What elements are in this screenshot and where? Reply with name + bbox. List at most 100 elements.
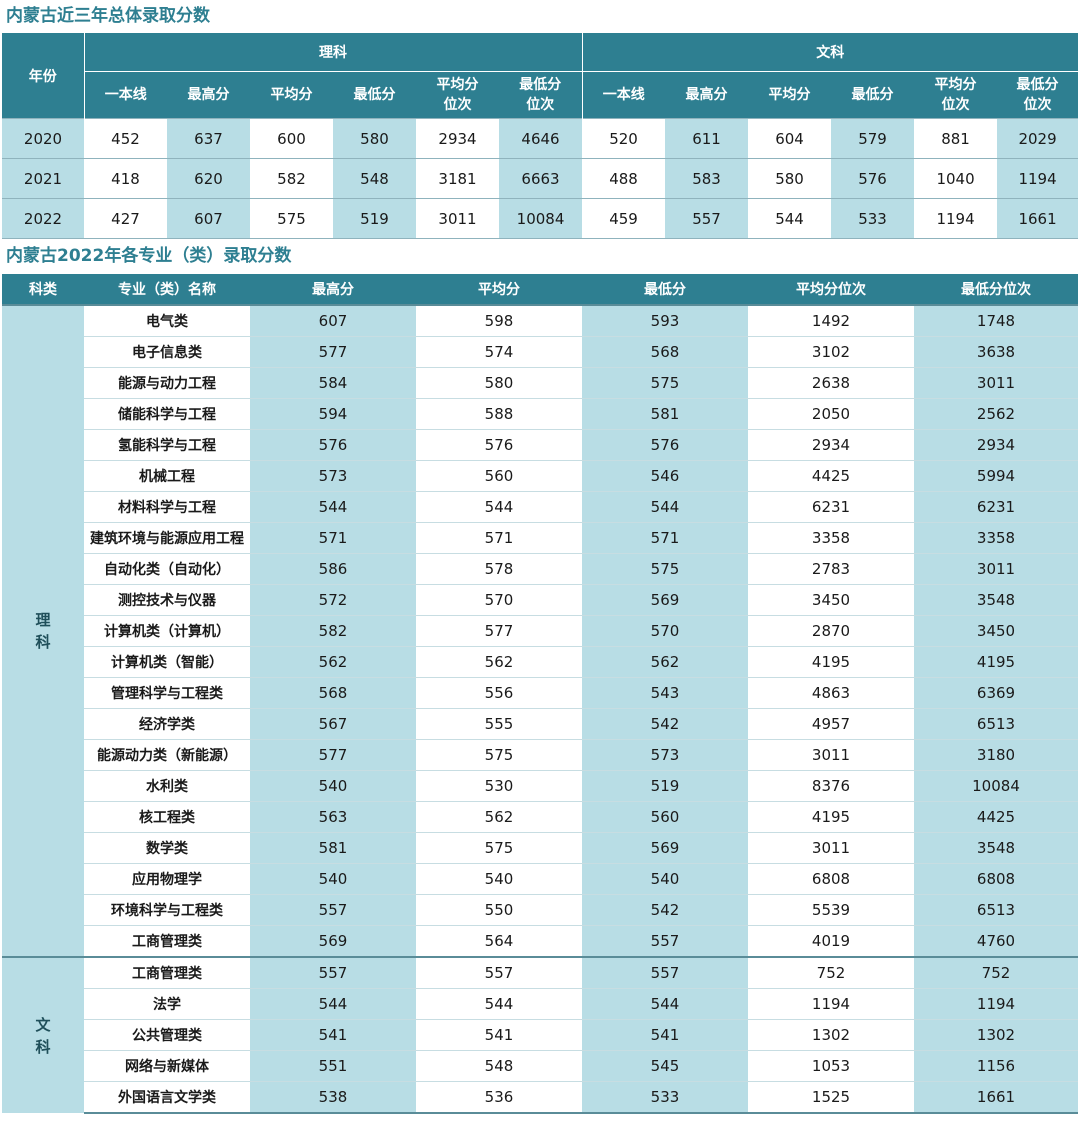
- score-cell: 546: [582, 460, 748, 492]
- major-row: 计算机类（计算机） 582 577 570 2870 3450: [2, 615, 1078, 647]
- science-value-cell: 427: [84, 198, 167, 239]
- score-cell: 1525: [748, 1081, 914, 1114]
- score-cell: 1194: [748, 988, 914, 1020]
- score-cell: 544: [582, 491, 748, 523]
- major-scores-table: 科类 专业（类）名称 最高分 平均分 最低分 平均分位次 最低分位次 理科电气类 607 598…: [2, 274, 1078, 1114]
- score-cell: 1492: [748, 304, 914, 337]
- major-table-header: 最高分: [250, 274, 416, 305]
- score-cell: 582: [250, 615, 416, 647]
- major-name-cell: 经济学类: [84, 708, 250, 740]
- score-cell: 575: [582, 553, 748, 585]
- score-cell: 557: [416, 956, 582, 989]
- major-row: 电子信息类 577 574 568 3102 3638: [2, 336, 1078, 368]
- score-cell: 3011: [914, 367, 1078, 399]
- score-cell: 567: [250, 708, 416, 740]
- score-cell: 542: [582, 894, 748, 926]
- score-cell: 5994: [914, 460, 1078, 492]
- science-subheader: 平均分 位次: [416, 71, 499, 119]
- science-subheader: 最低分: [333, 71, 416, 119]
- score-cell: 2050: [748, 398, 914, 430]
- score-cell: 1194: [914, 988, 1078, 1020]
- score-cell: 4195: [914, 646, 1078, 678]
- score-cell: 2562: [914, 398, 1078, 430]
- score-cell: 6808: [914, 863, 1078, 895]
- score-cell: 557: [582, 956, 748, 989]
- score-cell: 551: [250, 1050, 416, 1082]
- arts-value-cell: 488: [582, 158, 666, 199]
- score-cell: 586: [250, 553, 416, 585]
- score-cell: 560: [416, 460, 582, 492]
- major-row: 能源动力类（新能源） 577 575 573 3011 3180: [2, 739, 1078, 771]
- major-name-cell: 外国语言文学类: [84, 1081, 250, 1114]
- science-value-cell: 575: [250, 198, 333, 239]
- major-row: 自动化类（自动化） 586 578 575 2783 3011: [2, 553, 1078, 585]
- score-cell: 588: [416, 398, 582, 430]
- score-cell: 3011: [748, 739, 914, 771]
- score-cell: 573: [250, 460, 416, 492]
- score-cell: 540: [416, 863, 582, 895]
- score-cell: 569: [582, 584, 748, 616]
- arts-subheader: 平均分: [748, 71, 832, 119]
- score-cell: 544: [582, 988, 748, 1020]
- score-cell: 571: [416, 522, 582, 554]
- arts-subheader: 最高分: [665, 71, 749, 119]
- score-cell: 6513: [914, 708, 1078, 740]
- year-cell: 2021: [2, 158, 84, 199]
- score-cell: 575: [416, 739, 582, 771]
- score-cell: 572: [250, 584, 416, 616]
- score-cell: 4863: [748, 677, 914, 709]
- score-cell: 564: [416, 925, 582, 957]
- overall-scores-table: 年份 理科 文科 一本线 最高分 平均分 最低分 平均分 位次 最低分 位次 一本线 最高分 平均分…: [2, 33, 1079, 239]
- science-value-cell: 418: [84, 158, 167, 199]
- science-subheader: 最高分: [167, 71, 250, 119]
- score-cell: 544: [416, 491, 582, 523]
- major-name-cell: 管理科学与工程类: [84, 677, 250, 709]
- major-name-cell: 材料科学与工程: [84, 491, 250, 523]
- score-cell: 8376: [748, 770, 914, 802]
- arts-value-cell: 604: [748, 118, 832, 159]
- score-cell: 3011: [914, 553, 1078, 585]
- major-row: 计算机类（智能） 562 562 562 4195 4195: [2, 646, 1078, 678]
- year-header: 年份: [2, 33, 85, 119]
- overall-scores-title: 内蒙古近三年总体录取分数: [6, 6, 210, 26]
- category-cell: 文科: [2, 956, 84, 1113]
- science-value-cell: 3181: [416, 158, 499, 199]
- score-cell: 574: [416, 336, 582, 368]
- score-cell: 548: [416, 1050, 582, 1082]
- science-value-cell: 6663: [499, 158, 583, 199]
- score-cell: 557: [250, 894, 416, 926]
- score-cell: 10084: [914, 770, 1078, 802]
- score-cell: 6231: [914, 491, 1078, 523]
- score-cell: 6808: [748, 863, 914, 895]
- science-value-cell: 620: [167, 158, 250, 199]
- score-cell: 555: [416, 708, 582, 740]
- major-row: 应用物理学 540 540 540 6808 6808: [2, 863, 1078, 895]
- year-row: 2021 418 620 582 548 3181 6663 488 583 580 576 1040…: [2, 158, 1079, 199]
- major-scores-title: 内蒙古2022年各专业（类）录取分数: [6, 246, 292, 266]
- score-cell: 4195: [748, 801, 914, 833]
- score-cell: 593: [582, 304, 748, 337]
- score-cell: 2783: [748, 553, 914, 585]
- major-name-cell: 应用物理学: [84, 863, 250, 895]
- score-cell: 577: [416, 615, 582, 647]
- major-row: 水利类 540 530 519 8376 10084: [2, 770, 1078, 802]
- score-cell: 540: [250, 770, 416, 802]
- score-cell: 575: [582, 367, 748, 399]
- score-cell: 1156: [914, 1050, 1078, 1082]
- major-name-cell: 工商管理类: [84, 956, 250, 989]
- category-char: 科: [35, 1037, 51, 1056]
- score-cell: 4019: [748, 925, 914, 957]
- major-row: 理科电气类 607 598 593 1492 1748: [2, 304, 1078, 957]
- major-name-cell: 储能科学与工程: [84, 398, 250, 430]
- major-row: 材料科学与工程 544 544 544 6231 6231: [2, 491, 1078, 523]
- score-cell: 575: [416, 832, 582, 864]
- score-cell: 580: [416, 367, 582, 399]
- major-table-header: 最低分位次: [914, 274, 1078, 305]
- major-row: 工商管理类 569 564 557 4019 4760: [2, 925, 1078, 957]
- science-subheader: 最低分 位次: [499, 71, 583, 119]
- arts-value-cell: 1194: [997, 158, 1079, 199]
- science-value-cell: 582: [250, 158, 333, 199]
- score-cell: 544: [250, 988, 416, 1020]
- score-cell: 519: [582, 770, 748, 802]
- score-cell: 563: [250, 801, 416, 833]
